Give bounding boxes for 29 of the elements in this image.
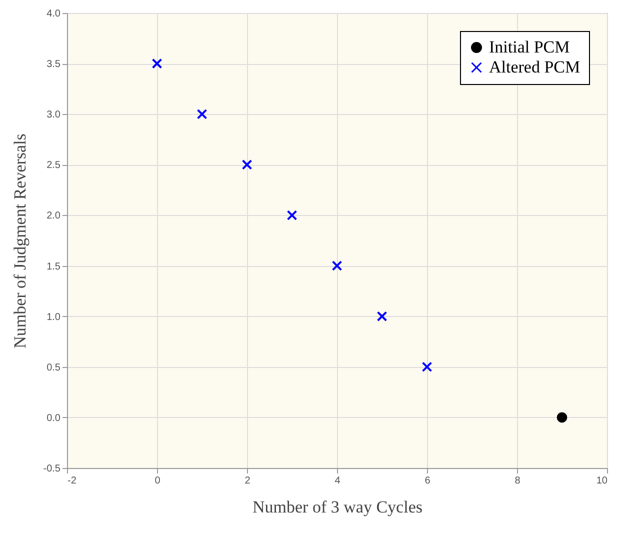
y-tick-label: 1.0 (46, 312, 61, 323)
point (286, 210, 298, 220)
point (376, 311, 388, 322)
x-tick-label: 0 (154, 476, 161, 486)
y-tick-label: 4.0 (46, 8, 61, 20)
y-tick-label: 3.0 (46, 110, 61, 121)
y-tick-label: 0.0 (46, 412, 61, 424)
y-tick-label: -0.5 (43, 464, 61, 474)
x-tick-label: 4 (334, 476, 341, 486)
point (332, 260, 342, 271)
y-tick-label: 2.5 (46, 160, 61, 172)
y-tick-label: 2.0 (46, 210, 61, 222)
x-tick-label: 6 (424, 476, 431, 486)
y-tick-label: 1.5 (46, 261, 61, 272)
point (152, 58, 162, 69)
legend-label: Initial PCM (489, 38, 570, 56)
point (242, 159, 252, 170)
y-axis-title: Number of Judgment Reversals (10, 134, 30, 348)
x-tick-label: -2 (68, 476, 77, 486)
y-tick-label: 0.5 (46, 362, 61, 374)
x-axis-title: Number of 3 way Cycles (252, 498, 422, 516)
legend-label: Altered PCM (489, 58, 580, 76)
x-tick-label: 10 (596, 476, 608, 486)
point (196, 108, 208, 120)
x-tick-label: 2 (244, 476, 251, 486)
point (422, 362, 432, 372)
x-tick-label: 8 (514, 476, 521, 486)
point (556, 412, 568, 423)
y-tick-label: 3.5 (46, 59, 61, 70)
